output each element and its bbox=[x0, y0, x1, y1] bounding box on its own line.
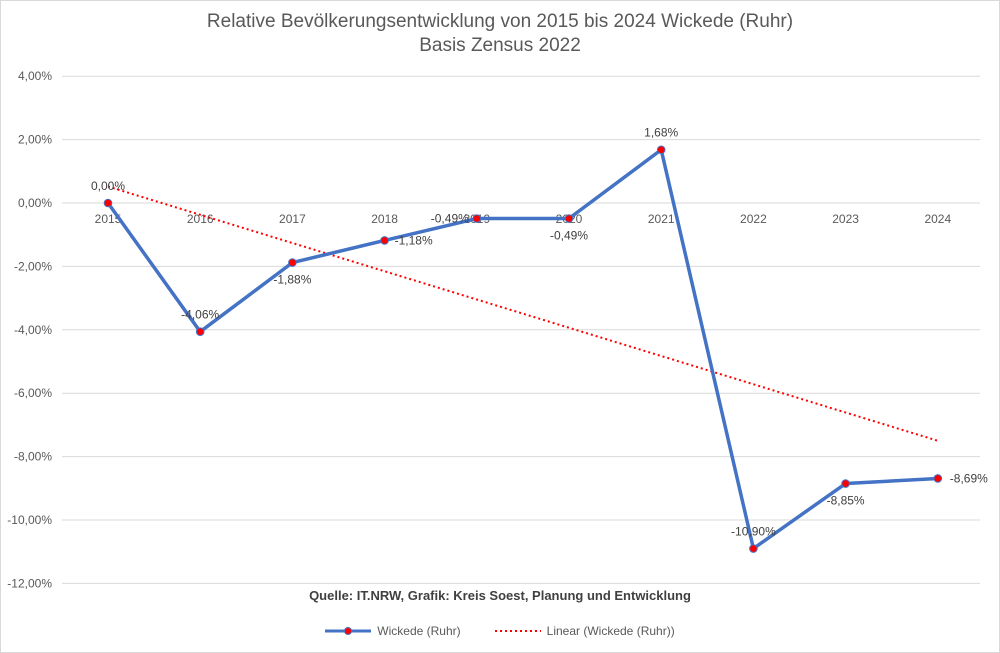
x-tick-label: 2017 bbox=[279, 212, 306, 226]
y-tick-label: -10,00% bbox=[7, 513, 52, 527]
data-label: -1,88% bbox=[273, 273, 311, 287]
x-tick-label: 2024 bbox=[924, 212, 951, 226]
data-label: -10,90% bbox=[731, 525, 776, 539]
data-point-marker bbox=[288, 258, 297, 267]
data-label: 1,68% bbox=[644, 126, 678, 140]
trend-line bbox=[107, 185, 939, 442]
y-tick-label: -2,00% bbox=[14, 259, 52, 273]
data-point-marker bbox=[195, 327, 205, 337]
legend-item-trend: Linear (Wickede (Ruhr)) bbox=[494, 624, 675, 638]
series-line bbox=[106, 147, 938, 551]
data-label: -0,49% bbox=[431, 212, 469, 226]
data-label: -8,85% bbox=[827, 494, 865, 508]
y-tick-label: -12,00% bbox=[7, 576, 52, 590]
y-tick-label: -4,00% bbox=[14, 323, 52, 337]
data-point-marker bbox=[841, 479, 850, 488]
data-point-marker bbox=[472, 214, 482, 223]
legend-series-label: Wickede (Ruhr) bbox=[377, 624, 461, 638]
y-tick-label: -8,00% bbox=[14, 450, 52, 464]
legend: Wickede (Ruhr) Linear (Wickede (Ruhr)) bbox=[0, 624, 1000, 638]
data-point-marker bbox=[380, 236, 389, 245]
series-markers bbox=[103, 145, 943, 553]
data-label: -4,06% bbox=[181, 308, 219, 322]
series-line-icon bbox=[325, 627, 372, 635]
data-label: -0,49% bbox=[550, 229, 588, 243]
x-tick-label: 2016 bbox=[187, 212, 214, 226]
source-note: Quelle: IT.NRW, Grafik: Kreis Soest, Pla… bbox=[309, 588, 691, 603]
data-point-marker bbox=[749, 544, 758, 553]
x-tick-label: 2021 bbox=[648, 212, 675, 226]
y-tick-label: 2,00% bbox=[18, 133, 52, 147]
y-tick-label: 4,00% bbox=[18, 69, 52, 83]
data-label: -1,18% bbox=[395, 233, 433, 247]
data-label: 0,00% bbox=[91, 179, 125, 193]
data-point-marker bbox=[933, 474, 943, 483]
y-axis-ticks: 4,00% 2,00% 0,00% -2,00% -4,00% -6,00% -8,00% -… bbox=[7, 69, 52, 590]
data-point-marker bbox=[103, 198, 113, 208]
legend-trend-label: Linear (Wickede (Ruhr)) bbox=[546, 624, 675, 638]
x-tick-label: 2023 bbox=[832, 212, 859, 226]
y-tick-label: -6,00% bbox=[14, 386, 52, 400]
x-tick-label: 2022 bbox=[740, 212, 767, 226]
gridlines bbox=[62, 75, 980, 584]
chart-title: Relative Bevölkerungsentwicklung von 201… bbox=[206, 11, 794, 32]
trend-line-icon bbox=[494, 630, 541, 632]
y-tick-label: 0,00% bbox=[18, 196, 52, 210]
data-labels: 0,00% -4,06% -1,88% -1,18% -0,49% -0,49% 1,68%… bbox=[91, 126, 988, 539]
data-point-marker bbox=[564, 214, 574, 223]
legend-item-series: Wickede (Ruhr) bbox=[325, 624, 461, 638]
data-point-marker bbox=[656, 145, 666, 155]
chart-subtitle: Basis Zensus 2022 bbox=[419, 35, 581, 56]
data-label: -8,69% bbox=[950, 471, 988, 485]
x-tick-label: 2018 bbox=[371, 212, 398, 226]
